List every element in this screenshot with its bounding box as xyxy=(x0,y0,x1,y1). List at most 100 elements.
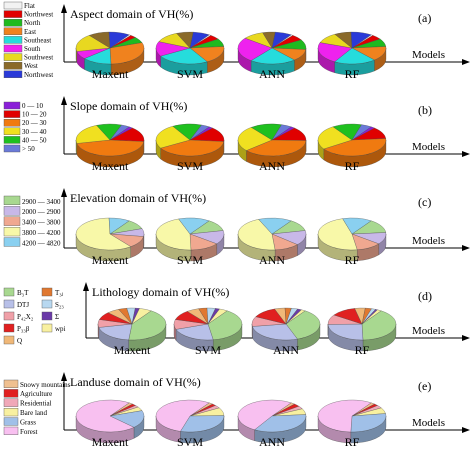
legend-label: East xyxy=(24,28,36,36)
legend-swatch xyxy=(3,417,19,426)
legend-swatch xyxy=(3,36,23,44)
legend-label: 2900 — 3400 xyxy=(22,198,61,206)
legend-label: Σ xyxy=(55,313,59,321)
model-label: Maxent xyxy=(92,253,129,267)
pie-rf: RF xyxy=(327,307,397,357)
model-label: RF xyxy=(345,435,360,449)
x-axis-label: Models xyxy=(412,141,445,153)
pie-rf: RF xyxy=(317,399,387,449)
pie-slice xyxy=(75,217,132,251)
legend-swatch xyxy=(3,10,23,18)
model-label: SVM xyxy=(195,343,221,357)
legend-label: South xyxy=(24,45,41,53)
legend-swatch xyxy=(3,237,21,247)
legend-swatch xyxy=(3,323,15,333)
legend-label: 20 — 30 xyxy=(22,119,47,127)
y-axis-arrow xyxy=(61,372,67,381)
y-axis-arrow xyxy=(61,188,67,197)
pie-slice xyxy=(361,310,397,341)
legend-swatch xyxy=(3,287,15,297)
panel-label: (d) xyxy=(418,289,432,303)
legend-swatch xyxy=(3,299,15,309)
legend: FlatNorthwestNorthEastSoutheastSouthSout… xyxy=(3,1,53,79)
legend-label: > 50 xyxy=(22,145,35,153)
legend-label: Southeast xyxy=(24,36,51,44)
pie-slice xyxy=(237,399,292,430)
pie-ann: ANN xyxy=(237,399,307,449)
pie-slice xyxy=(189,31,210,49)
model-label: SVM xyxy=(177,67,203,81)
model-label: RF xyxy=(345,159,360,173)
y-axis-arrow xyxy=(61,96,67,105)
legend-swatch xyxy=(3,379,19,389)
legend-label: Flat xyxy=(24,2,35,10)
model-label: RF xyxy=(355,343,370,357)
model-label: Maxent xyxy=(92,159,129,173)
pie-svm: SVM xyxy=(173,307,243,357)
pie-slice xyxy=(317,218,358,251)
legend-label: 3400 — 3800 xyxy=(22,219,61,227)
panel-label: (b) xyxy=(418,103,432,117)
legend-swatch xyxy=(3,118,21,127)
panel-title: Aspect domain of VH(%) xyxy=(70,7,193,21)
pie-slice xyxy=(317,42,353,62)
model-label: RF xyxy=(345,67,360,81)
pie-slice xyxy=(252,323,298,341)
pie-ann: ANN xyxy=(251,307,321,357)
pie-slice xyxy=(342,217,372,235)
model-label: Maxent xyxy=(92,435,129,449)
panel-title: Slope domain of VH(%) xyxy=(70,99,187,113)
pie-maxent: Maxent xyxy=(75,31,145,81)
legend-swatch xyxy=(3,195,21,206)
legend-label: P₄₂X₂ xyxy=(17,313,34,321)
pie-slice xyxy=(237,219,276,251)
x-axis-label: Models xyxy=(412,325,445,337)
legend-swatch xyxy=(3,110,21,118)
pie-slice xyxy=(109,42,145,65)
model-label: SVM xyxy=(177,253,203,267)
legend-label: 0 — 10 xyxy=(22,102,44,110)
pie-slice xyxy=(317,399,372,433)
legend-label: DTJ xyxy=(17,301,29,309)
panel-label: (a) xyxy=(418,11,431,25)
pie-slice xyxy=(75,399,135,433)
pie-slice xyxy=(246,139,307,157)
legend-label: Forest xyxy=(20,428,38,436)
pie-slice xyxy=(180,415,225,433)
pie-rf: RF xyxy=(317,123,387,173)
model-label: RF xyxy=(345,253,360,267)
pie-slice xyxy=(109,124,130,141)
legend-swatch xyxy=(41,287,53,297)
legend-swatch xyxy=(41,299,53,309)
pie-maxent: Maxent xyxy=(75,123,145,173)
legend-swatch xyxy=(3,19,23,27)
legend-label: Residential xyxy=(20,400,52,408)
pie-slice xyxy=(160,139,225,157)
panel-title: Landuse domain of VH(%) xyxy=(70,375,201,389)
pie-ann: ANN xyxy=(237,123,307,173)
legend-swatch xyxy=(3,206,21,216)
pie-rf: RF xyxy=(317,31,387,81)
legend-label: Southwest xyxy=(24,54,53,62)
pie-slice xyxy=(76,139,145,157)
pie-svm: SVM xyxy=(155,123,225,173)
legend-swatch xyxy=(3,127,21,136)
pie-slice xyxy=(285,309,306,325)
legend-label: wpi xyxy=(55,325,66,333)
model-label: ANN xyxy=(259,159,285,173)
pie-slice xyxy=(271,124,292,141)
pie-slice xyxy=(155,399,210,432)
legend-label: 30 — 40 xyxy=(22,128,47,136)
legend-swatch xyxy=(3,1,23,10)
panel-label: (c) xyxy=(418,195,431,209)
legend-swatch xyxy=(3,398,19,407)
legend-label: Northwest xyxy=(24,11,53,19)
legend-label: Grass xyxy=(20,418,36,426)
legend-label: P₃₃β xyxy=(17,325,30,333)
legend-label: B₃T xyxy=(17,289,29,297)
model-label: ANN xyxy=(259,435,285,449)
